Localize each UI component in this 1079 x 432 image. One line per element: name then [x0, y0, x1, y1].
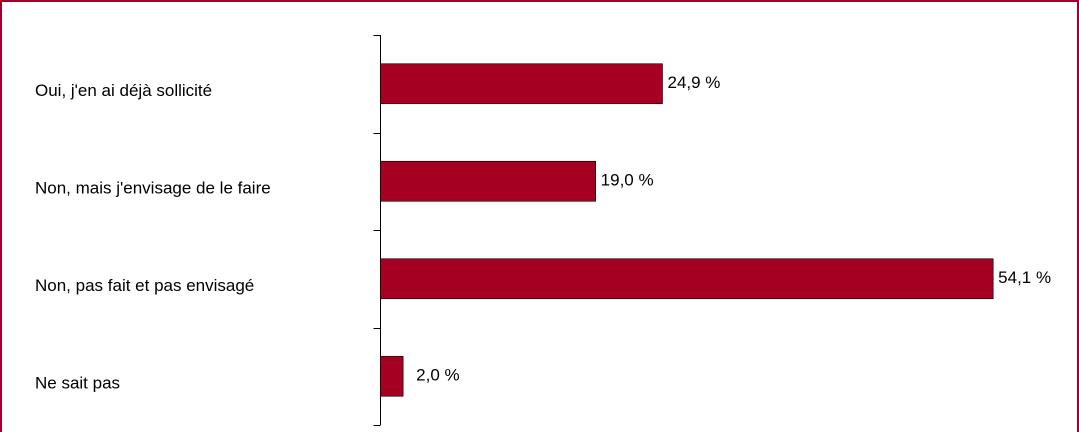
category-label: Non, pas fait et pas envisagé [35, 276, 254, 295]
value-label: 24,9 % [667, 73, 720, 92]
bar [380, 63, 663, 105]
value-label: 19,0 % [601, 171, 654, 190]
bar [380, 355, 404, 397]
value-label: 2,0 % [416, 366, 459, 385]
value-label: 54,1 % [998, 268, 1051, 287]
bar [380, 258, 994, 300]
category-label: Oui, j'en ai déjà sollicité [35, 81, 212, 100]
category-label: Ne sait pas [35, 374, 120, 393]
category-label: Non, mais j'envisage de le faire [35, 179, 271, 198]
bar [380, 160, 596, 202]
